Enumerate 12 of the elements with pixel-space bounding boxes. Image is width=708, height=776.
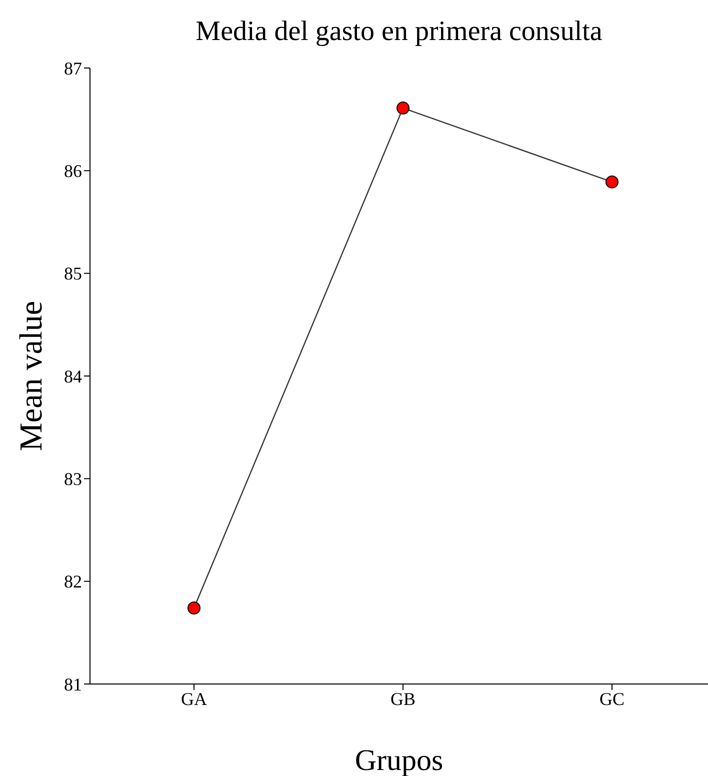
x-tick-label: GC	[599, 688, 625, 709]
y-tick-label: 85	[64, 264, 82, 284]
y-axis-title: Mean value	[12, 300, 48, 452]
y-tick-label: 87	[64, 58, 82, 78]
y-tick-label: 81	[64, 674, 82, 694]
y-tick-label: 82	[64, 572, 82, 592]
chart-title: Media del gasto en primera consulta	[194, 16, 604, 48]
y-tick-label: 86	[64, 161, 82, 182]
y-tick-label: 84	[64, 366, 82, 386]
y-tick-label: 83	[64, 469, 82, 490]
x-tick-label: GA	[181, 688, 207, 709]
x-tick-label: GB	[390, 688, 416, 709]
